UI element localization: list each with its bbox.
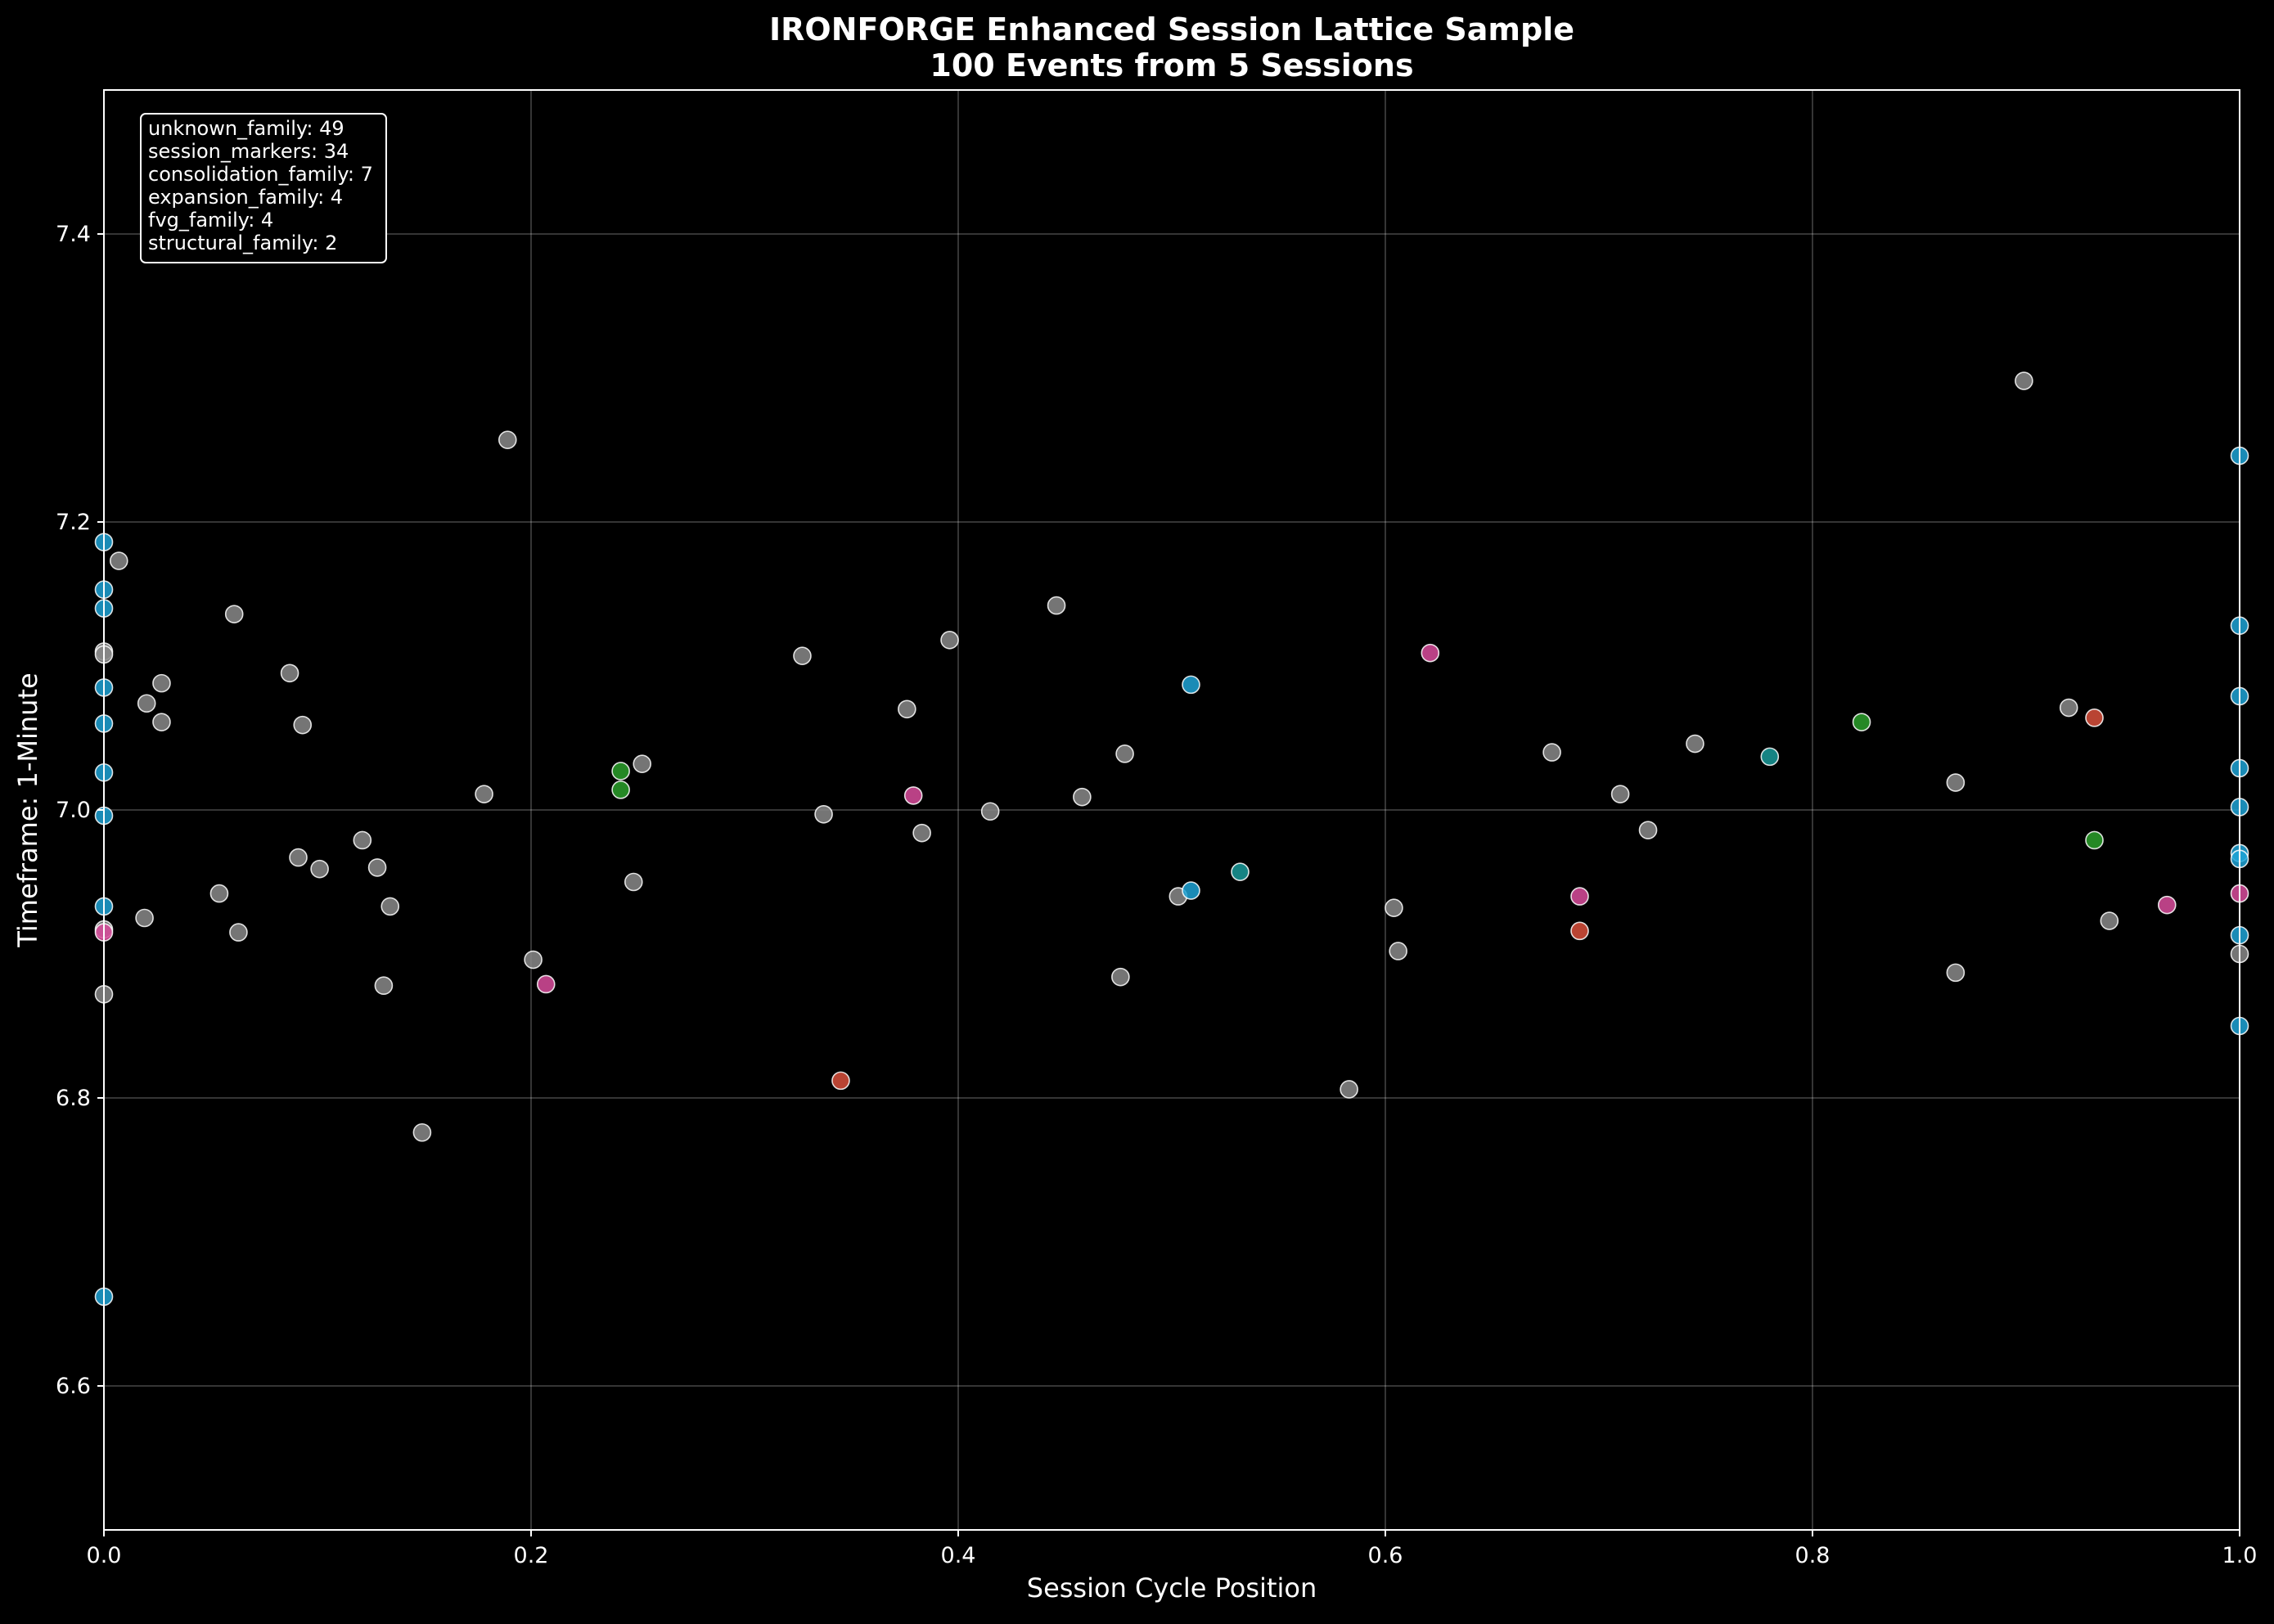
x-tick-label: 1.0 [2222, 1543, 2258, 1568]
legend-entry-session-markers: session_markers: 34 [148, 140, 349, 163]
y-tick-label: 6.8 [56, 1086, 91, 1111]
axis-ticks: 0.0 0.2 0.4 0.6 0.8 1.0 6.6 6.8 7.0 7.2 7.4 [56, 222, 2257, 1568]
y-tick-label: 7.4 [56, 222, 91, 247]
data-point-gray [1542, 743, 1561, 762]
data-point-gray [2015, 371, 2033, 390]
data-point-gray [793, 646, 812, 665]
data-point-gray [310, 859, 329, 879]
y-tick-label: 7.2 [56, 510, 91, 535]
data-point-gray [152, 673, 171, 693]
data-point-gray [912, 823, 931, 843]
legend-entry-consolidation-family: consolidation_family: 7 [148, 163, 373, 186]
legend-entry-structural-family: structural_family: 2 [148, 232, 337, 254]
data-point-magenta [1421, 643, 1440, 663]
data-point-gray [898, 700, 916, 719]
data-point-gray [814, 804, 833, 824]
data-point-gray [1946, 963, 1966, 983]
data-point-gray [224, 605, 244, 623]
legend-entry-expansion-family: expansion_family: 4 [148, 186, 343, 209]
y-axis-label: Timeframe: 1-Minute [12, 673, 43, 947]
data-point-gray [209, 884, 229, 903]
data-point-green [611, 762, 630, 781]
data-point-gray [1115, 745, 1134, 763]
x-axis-label: Session Cycle Position [1027, 1572, 1317, 1604]
data-point-gray [940, 631, 959, 650]
y-tick-label: 7.0 [56, 798, 91, 823]
data-point-magenta [2157, 895, 2177, 915]
data-point-gray [1073, 787, 1092, 807]
data-point-gray [135, 908, 154, 928]
data-point-magenta [903, 786, 923, 805]
x-tick-label: 0.4 [941, 1543, 976, 1568]
legend: unknown_family: 49 session_markers: 34 c… [140, 113, 387, 263]
data-point-gray [229, 923, 248, 942]
data-point-teal [1760, 747, 1780, 767]
data-point-gray [1610, 785, 1630, 803]
x-tick-label: 0.6 [1368, 1543, 1403, 1568]
data-point-gray [1340, 1080, 1358, 1099]
y-tick-label: 6.6 [56, 1374, 91, 1399]
data-point-blue [1182, 881, 1200, 900]
data-points [94, 371, 2249, 1307]
data-point-gray [289, 848, 308, 867]
data-point-green [2085, 830, 2104, 850]
data-point-magenta [1570, 887, 1589, 906]
data-point-red [2085, 709, 2104, 727]
data-point-gray [367, 858, 387, 877]
data-point-gray [980, 802, 1000, 821]
data-point-gray [152, 713, 171, 731]
data-point-gray [1638, 821, 1658, 839]
data-point-gray [2059, 698, 2078, 718]
data-point-gray [633, 754, 652, 773]
x-tick-label: 0.2 [514, 1543, 549, 1568]
data-point-gray [498, 430, 517, 449]
data-point-magenta [536, 974, 556, 994]
data-point-gray [137, 694, 156, 713]
data-point-gray [524, 950, 543, 969]
data-point-gray [353, 830, 372, 850]
x-tick-label: 0.8 [1795, 1543, 1830, 1568]
chart-title-line-2: 100 Events from 5 Sessions [930, 47, 1413, 83]
legend-entry-fvg-family: fvg_family: 4 [148, 209, 273, 232]
x-tick-label: 0.0 [87, 1543, 122, 1568]
data-point-gray [280, 664, 299, 683]
data-point-gray [475, 785, 493, 803]
data-point-green [611, 781, 630, 799]
data-point-gray [1111, 967, 1130, 987]
grid [103, 90, 2240, 1530]
data-point-gray [1389, 942, 1407, 960]
data-point-gray [2100, 911, 2119, 930]
data-point-gray [381, 897, 400, 916]
data-point-gray [374, 976, 394, 996]
legend-entry-unknown-family: unknown_family: 49 [148, 117, 344, 140]
data-point-gray [624, 872, 643, 892]
legend-box [140, 113, 387, 263]
data-point-green [1852, 713, 1871, 731]
data-point-red [831, 1071, 850, 1091]
data-point-blue [1182, 675, 1200, 695]
data-point-gray [1047, 596, 1066, 615]
data-point-gray [1385, 898, 1403, 917]
chart-title-line-1: IRONFORGE Enhanced Session Lattice Sampl… [769, 11, 1574, 47]
data-point-gray [1946, 773, 1966, 792]
data-point-gray [293, 715, 313, 735]
data-point-gray [1686, 734, 1704, 754]
data-point-gray [412, 1122, 432, 1142]
data-point-gray [109, 551, 128, 570]
data-point-red [1570, 921, 1589, 941]
data-point-teal [1231, 862, 1250, 881]
